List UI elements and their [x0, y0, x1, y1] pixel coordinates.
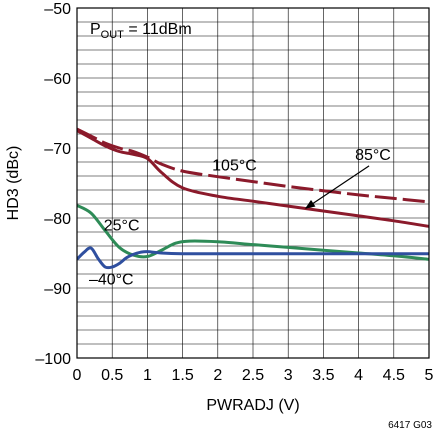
test-condition-label: POUT = 11dBm	[90, 21, 192, 41]
series-annotation-1: 85°C	[355, 147, 391, 164]
x-tick-label: 2	[213, 367, 222, 384]
x-tick-label: 2.5	[242, 367, 264, 384]
series-layer	[77, 127, 429, 270]
x-tick-labels: 0 0.5 1 1.5 2 2.5 3 3.5 4 4.5 5	[73, 367, 434, 384]
y-tick-label: –80	[44, 211, 71, 228]
series-line-3	[77, 246, 429, 270]
figure-id: 6417 G03	[388, 420, 432, 431]
x-tick-label: 0	[73, 367, 82, 384]
y-tick-label: –60	[44, 71, 71, 88]
y-axis-label: HD3 (dBc)	[5, 146, 22, 221]
condition-subscript: OUT	[101, 29, 125, 41]
condition-prefix: P	[90, 21, 101, 38]
annotation-arrow	[304, 165, 370, 209]
x-tick-label: 5	[425, 367, 434, 384]
x-tick-label: 1	[143, 367, 152, 384]
series-line-1	[77, 129, 429, 228]
y-tick-labels: –100 –90 –80 –70 –60 –50	[35, 1, 71, 368]
series-line-2	[77, 204, 429, 261]
x-tick-label: 4	[354, 367, 363, 384]
y-tick-label: –90	[44, 281, 71, 298]
y-tick-label: –50	[44, 1, 71, 18]
y-tick-label: –100	[35, 351, 71, 368]
x-tick-label: 0.5	[101, 367, 123, 384]
x-tick-label: 3	[284, 367, 293, 384]
x-tick-label: 3.5	[312, 367, 334, 384]
series-annotation-3: –40°C	[89, 272, 134, 289]
condition-suffix: = 11dBm	[124, 21, 192, 38]
series-line-0	[77, 127, 429, 204]
series-annotation-0: 105°C	[212, 157, 257, 174]
x-tick-label: 1.5	[171, 367, 193, 384]
x-axis-label: PWRADJ (V)	[206, 397, 299, 414]
plot-frame	[76, 7, 430, 359]
y-tick-label: –70	[44, 141, 71, 158]
x-tick-label: 4.5	[383, 367, 405, 384]
series-annotations: 105°C 85°C 25°C –40°C	[89, 147, 391, 289]
series-annotation-2: 25°C	[104, 218, 140, 235]
